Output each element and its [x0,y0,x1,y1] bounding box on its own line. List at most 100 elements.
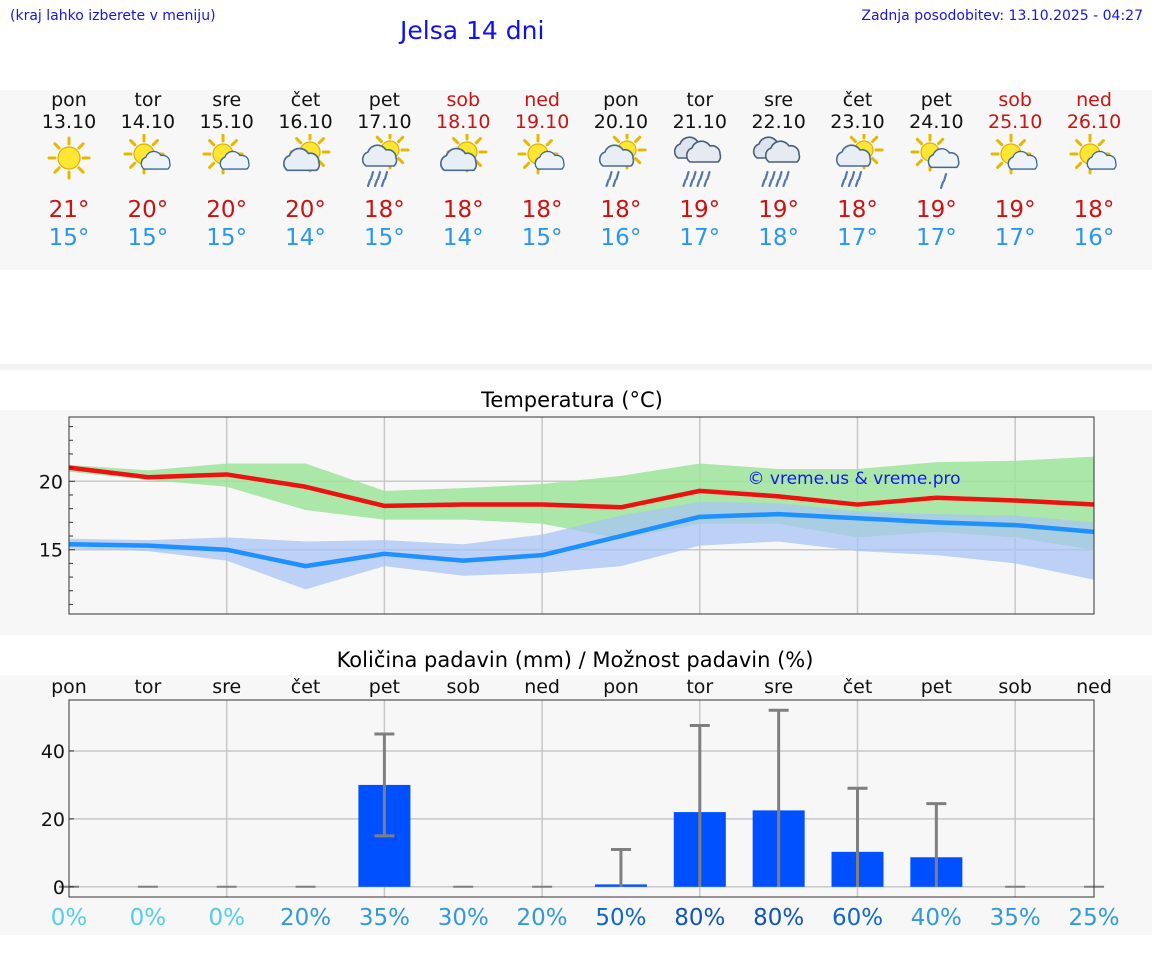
day-name: ned [1076,89,1112,111]
min-temperature: 14° [442,225,484,251]
day-name: ned [524,89,560,111]
min-temperature: 15° [521,225,563,251]
max-temperature: 19° [679,197,721,223]
forecast-strip-background [0,90,1152,270]
precipitation-chart-title: Količina padavin (mm) / Možnost padavin … [336,648,814,672]
category-label: ned [524,676,560,698]
sun-cloud-weather-icon [187,134,267,196]
rain-cloud-weather-icon [739,134,819,196]
precipitation-probability: 80% [753,905,805,931]
precipitation-probability: 0% [50,905,88,931]
precipitation-probability: 80% [674,905,726,931]
day-name: tor [134,89,162,111]
sun-cloud-weather-icon [1054,134,1134,196]
category-label: ned [1076,676,1112,698]
y-tick-label: 0 [53,877,65,899]
day-date: 26.10 [1066,111,1122,133]
day-name: čet [842,89,873,111]
day-name: sob [998,89,1032,111]
max-temperature: 19° [758,197,800,223]
forecast-day: pet 24.10 19° 17° [896,90,976,252]
day-name: sob [446,89,481,111]
precipitation-probability: 25% [1068,905,1120,931]
category-label: sob [446,676,480,698]
day-date: 23.10 [830,111,885,133]
category-label: tor [686,676,713,698]
divider [0,364,1152,370]
y-tick-label: 40 [41,741,65,763]
category-label: pon [603,676,639,698]
min-temperature: 17° [679,225,721,251]
precipitation-probability: 20% [516,905,568,931]
max-temperature: 19° [915,197,957,223]
precipitation-probability: 20% [279,905,332,931]
category-label: sre [764,676,793,698]
min-temperature: 16° [1073,225,1115,251]
precipitation-probability: 50% [595,905,647,931]
min-temperature: 17° [994,225,1036,251]
precipitation-probability: 30% [437,905,489,931]
day-date: 13.10 [41,111,97,133]
day-date: 22.10 [751,111,806,133]
chart-watermark: © vreme.us & vreme.pro [747,469,960,489]
min-temperature-line [68,511,1095,569]
day-date: 17.10 [357,111,412,133]
sunny-weather-icon [29,134,109,196]
cloud-sun-weather-icon [266,134,346,196]
forecast-day: sre 15.10 20° 15° [187,90,267,252]
page-title: Jelsa 14 dni [400,16,545,45]
temperature-chart-title: Temperatura (°C) [481,388,663,412]
max-temperature: 18° [521,197,563,223]
plot-frame [68,416,1095,615]
y-tick-label: 20 [39,471,63,493]
day-name: pet [368,89,400,111]
day-date: 18.10 [436,111,491,133]
min-temperature: 16° [600,225,642,251]
category-label: pet [921,676,952,698]
plot-frame [68,699,1095,898]
rain-cloud-weather-icon [660,134,740,196]
cloud-sun-weather-icon [423,134,503,196]
min-temperature: 15° [48,225,90,251]
forecast-day: ned 26.10 18° 16° [1054,90,1134,252]
precipitation-probability: 60% [831,905,884,931]
category-label: pet [369,676,400,698]
max-temperature: 18° [364,197,405,223]
day-name: pet [920,89,952,111]
sun-cloud-weather-icon [975,134,1055,196]
location-hint: (kraj lahko izberete v meniju) [10,8,216,24]
day-date: 25.10 [987,111,1043,133]
forecast-day: tor 14.10 20° 15° [108,90,188,252]
sun-cloud-weather-icon [502,134,582,196]
category-label: sob [998,676,1032,698]
precipitation-probability: 35% [358,905,410,931]
day-date: 24.10 [909,111,964,133]
cloud-sun-rain-weather-icon [818,134,898,196]
last-updated: Zadnja posodobitev: 13.10.2025 - 04:27 [861,8,1143,24]
precipitation-probability: 0% [208,905,245,931]
max-temperature: 19° [994,197,1036,223]
day-name: sre [212,89,242,111]
day-date: 14.10 [120,111,176,133]
forecast-day: pon 13.10 21° 15° [29,90,109,252]
forecast-day: čet 16.10 20° 14° [266,90,346,252]
day-name: čet [290,89,321,111]
precipitation-probability: 40% [910,905,962,931]
min-temperature: 14° [285,225,326,251]
day-name: pon [51,89,87,111]
sun-cloud-weather-icon [108,134,188,196]
category-label: pon [51,676,87,698]
category-label: sre [212,676,241,698]
forecast-day: sob 18.10 18° 14° [423,90,503,252]
forecast-day: čet 23.10 18° 17° [818,90,898,252]
max-temperature: 20° [127,197,169,223]
category-label: čet [291,676,321,698]
day-name: pon [603,89,639,111]
max-temperature: 18° [1073,197,1115,223]
max-temperature: 20° [206,197,248,223]
day-name: sre [764,89,794,111]
day-name: tor [686,89,714,111]
y-tick-label: 15 [39,540,63,562]
